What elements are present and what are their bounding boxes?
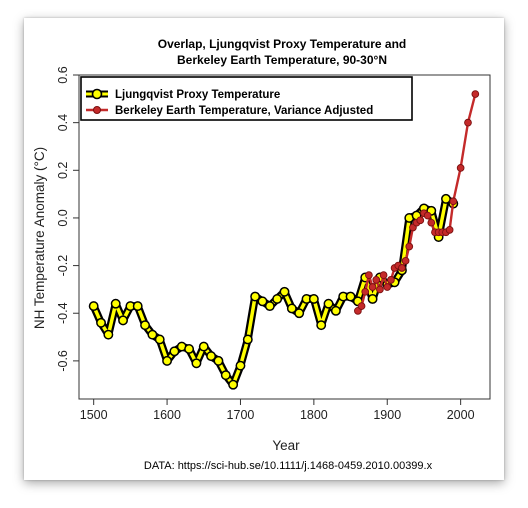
line-chart: Overlap, Ljungqvist Proxy Temperature an… (32, 37, 491, 472)
ljungqvist-point (272, 293, 283, 304)
berkeley-point (427, 218, 436, 227)
chart-title-line2: Berkeley Earth Temperature, 90-30°N (177, 53, 387, 67)
x-tick-label: 1700 (227, 408, 255, 422)
berkeley-point (365, 271, 373, 279)
berkeley-point (368, 283, 377, 291)
berkeley-point (361, 287, 370, 296)
legend-swatch-marker-ljungqvist (91, 88, 103, 100)
ljungqvist-point (162, 355, 173, 366)
y-tick-label: -0.6 (56, 350, 70, 372)
x-tick-label: 1800 (300, 408, 328, 422)
chart-title-line1: Overlap, Ljungqvist Proxy Temperature an… (158, 37, 407, 51)
ljungqvist-point (184, 344, 195, 354)
berkeley-point (471, 90, 480, 98)
ljungqvist-point (103, 329, 114, 340)
y-tick-label: 0.4 (56, 114, 70, 131)
ljungqvist-point (206, 351, 217, 362)
berkeley-point (456, 164, 465, 172)
ljungqvist-point (294, 308, 305, 319)
ljungqvist-point (367, 293, 378, 304)
berkeley-point (416, 216, 425, 225)
x-tick-label: 1900 (373, 408, 401, 422)
ljungqvist-point (330, 305, 341, 316)
plot-frame (78, 74, 491, 400)
y-tick-label: -0.4 (56, 302, 70, 324)
legend-swatch-marker-berkeley (93, 106, 101, 114)
y-tick-label: 0.6 (56, 66, 70, 83)
ljungqvist-point (198, 341, 209, 352)
berkeley-point (376, 285, 384, 294)
ljungqvist-point (316, 320, 327, 331)
berkeley-point (401, 256, 410, 265)
y-tick-label: 0.0 (56, 209, 70, 226)
berkeley-point (405, 242, 414, 251)
ljungqvist-point (110, 298, 121, 309)
berkeley-point (398, 264, 406, 272)
y-axis-label: NH Temperature Anomaly (°C) (32, 147, 47, 329)
ljungqvist-point (88, 301, 99, 312)
ljungqvist-point (191, 358, 202, 369)
ljungqvist-point (279, 286, 290, 297)
ljungqvist-point (235, 360, 246, 371)
ljungqvist-point (441, 193, 451, 204)
series-ljungqvist-line (91, 197, 456, 387)
berkeley-point (379, 271, 388, 279)
ljungqvist-point (154, 334, 165, 345)
ljungqvist-point (96, 317, 106, 328)
berkeley-point (357, 302, 366, 310)
berkeley-point (423, 211, 432, 220)
chart-card: Overlap, Ljungqvist Proxy Temperature an… (24, 18, 504, 480)
y-tick-label: -0.2 (56, 255, 70, 277)
berkeley-point (372, 276, 381, 284)
berkeley-point (449, 197, 458, 206)
ljungqvist-point (242, 334, 253, 345)
x-tick-label: 1500 (80, 408, 108, 422)
legend-box (80, 76, 413, 121)
ljungqvist-point (345, 291, 356, 302)
ljungqvist-point (257, 296, 268, 307)
berkeley-point (445, 226, 454, 234)
ljungqvist-point (132, 301, 143, 312)
legend-label-berkeley: Berkeley Earth Temperature, Variance Adj… (115, 105, 373, 117)
ljungqvist-point (220, 370, 231, 381)
berkeley-point (383, 283, 392, 291)
legend: Ljungqvist Proxy Temperature Berkeley Ea… (80, 76, 413, 121)
x-tick-label: 2000 (447, 408, 475, 422)
ljungqvist-point (323, 298, 334, 309)
berkeley-point (464, 118, 472, 127)
legend-label-ljungqvist: Ljungqvist Proxy Temperature (115, 89, 280, 101)
ljungqvist-point (250, 291, 261, 302)
ljungqvist-point (308, 293, 319, 304)
ljungqvist-point (147, 329, 158, 340)
x-axis-label: Year (272, 438, 300, 453)
data-source-footer: DATA: https://sci-hub.se/10.1111/j.1468-… (144, 460, 433, 472)
series-ljungqvist-outline (89, 194, 458, 389)
ljungqvist-point (286, 303, 297, 314)
plot-area (88, 90, 480, 390)
x-tick-label: 1600 (153, 408, 181, 422)
y-tick-label: 0.2 (56, 162, 70, 179)
ljungqvist-point (264, 301, 275, 312)
ljungqvist-point (169, 346, 180, 357)
berkeley-point (387, 276, 395, 284)
ljungqvist-point (140, 320, 151, 331)
ljungqvist-point (228, 379, 239, 390)
ljungqvist-point (213, 355, 224, 366)
ljungqvist-point (118, 315, 128, 326)
